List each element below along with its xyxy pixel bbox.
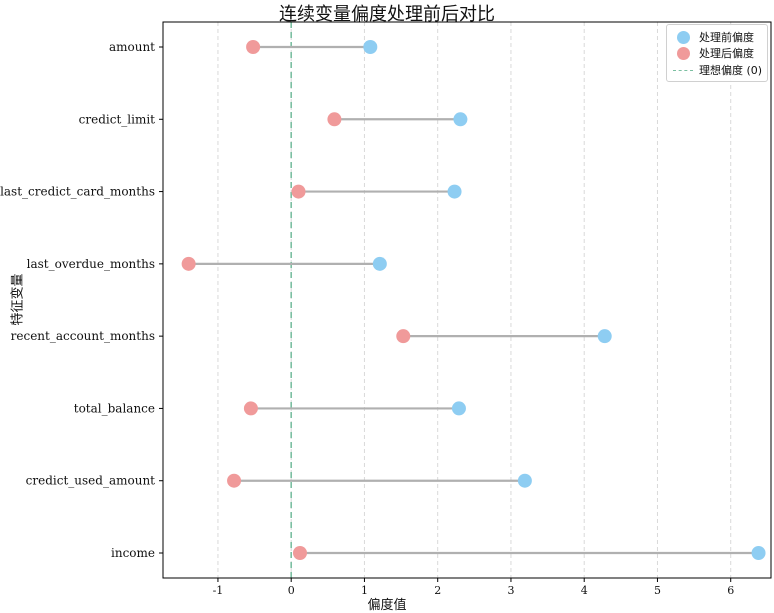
point-after [246,40,261,54]
point-before [453,112,468,127]
legend-label-reference: 理想偏度 (0) [699,64,763,77]
y-tick-label: last_credict_card_months [0,185,155,199]
legend-item-reference: 理想偏度 (0) [673,62,762,78]
x-tick-label: 2 [434,584,441,597]
point-before [372,256,387,271]
legend-label-before: 处理前偏度 [699,31,754,44]
plot-frame [162,21,772,579]
y-tick-label: credict_limit [79,112,156,126]
y-tick-label: recent_account_months [11,329,155,343]
point-before [517,473,532,488]
legend-label-after: 处理后偏度 [699,47,754,60]
y-tick-label: income [111,546,155,560]
x-tick-label: -1 [213,584,224,597]
x-tick-label: 4 [581,584,588,597]
legend-item-before: 处理前偏度 [673,29,754,45]
x-tick-label: 3 [507,584,514,597]
y-tick-label: amount [109,40,155,54]
x-tick-label: 5 [654,584,661,597]
point-after [181,256,196,271]
point-before [363,40,378,54]
x-tick-label: 6 [727,584,734,597]
legend-marker-before [676,30,690,44]
x-axis-label: 偏度值 [367,598,407,613]
y-tick-label: last_overdue_months [27,257,155,271]
point-before [447,184,462,199]
legend-marker-reference [673,69,693,71]
point-after [291,184,306,199]
legend-item-after: 处理后偏度 [673,45,754,61]
legend-marker-after [676,46,690,60]
x-tick-label: 0 [288,584,295,597]
point-before [597,329,612,344]
point-after [292,546,307,560]
y-tick-label: total_balance [74,401,155,415]
chart-title: 连续变量偏度处理前后对比 [279,4,495,25]
point-before [451,401,466,416]
legend: 处理前偏度 处理后偏度 理想偏度 (0) [666,24,768,82]
point-after [243,401,258,416]
point-after [227,473,242,488]
point-after [396,329,411,344]
y-axis-label: 特征变量 [10,273,26,326]
y-tick-label: credict_used_amount [26,474,156,488]
point-after [327,112,342,127]
x-tick-label: 1 [361,584,368,597]
point-before [751,546,766,560]
